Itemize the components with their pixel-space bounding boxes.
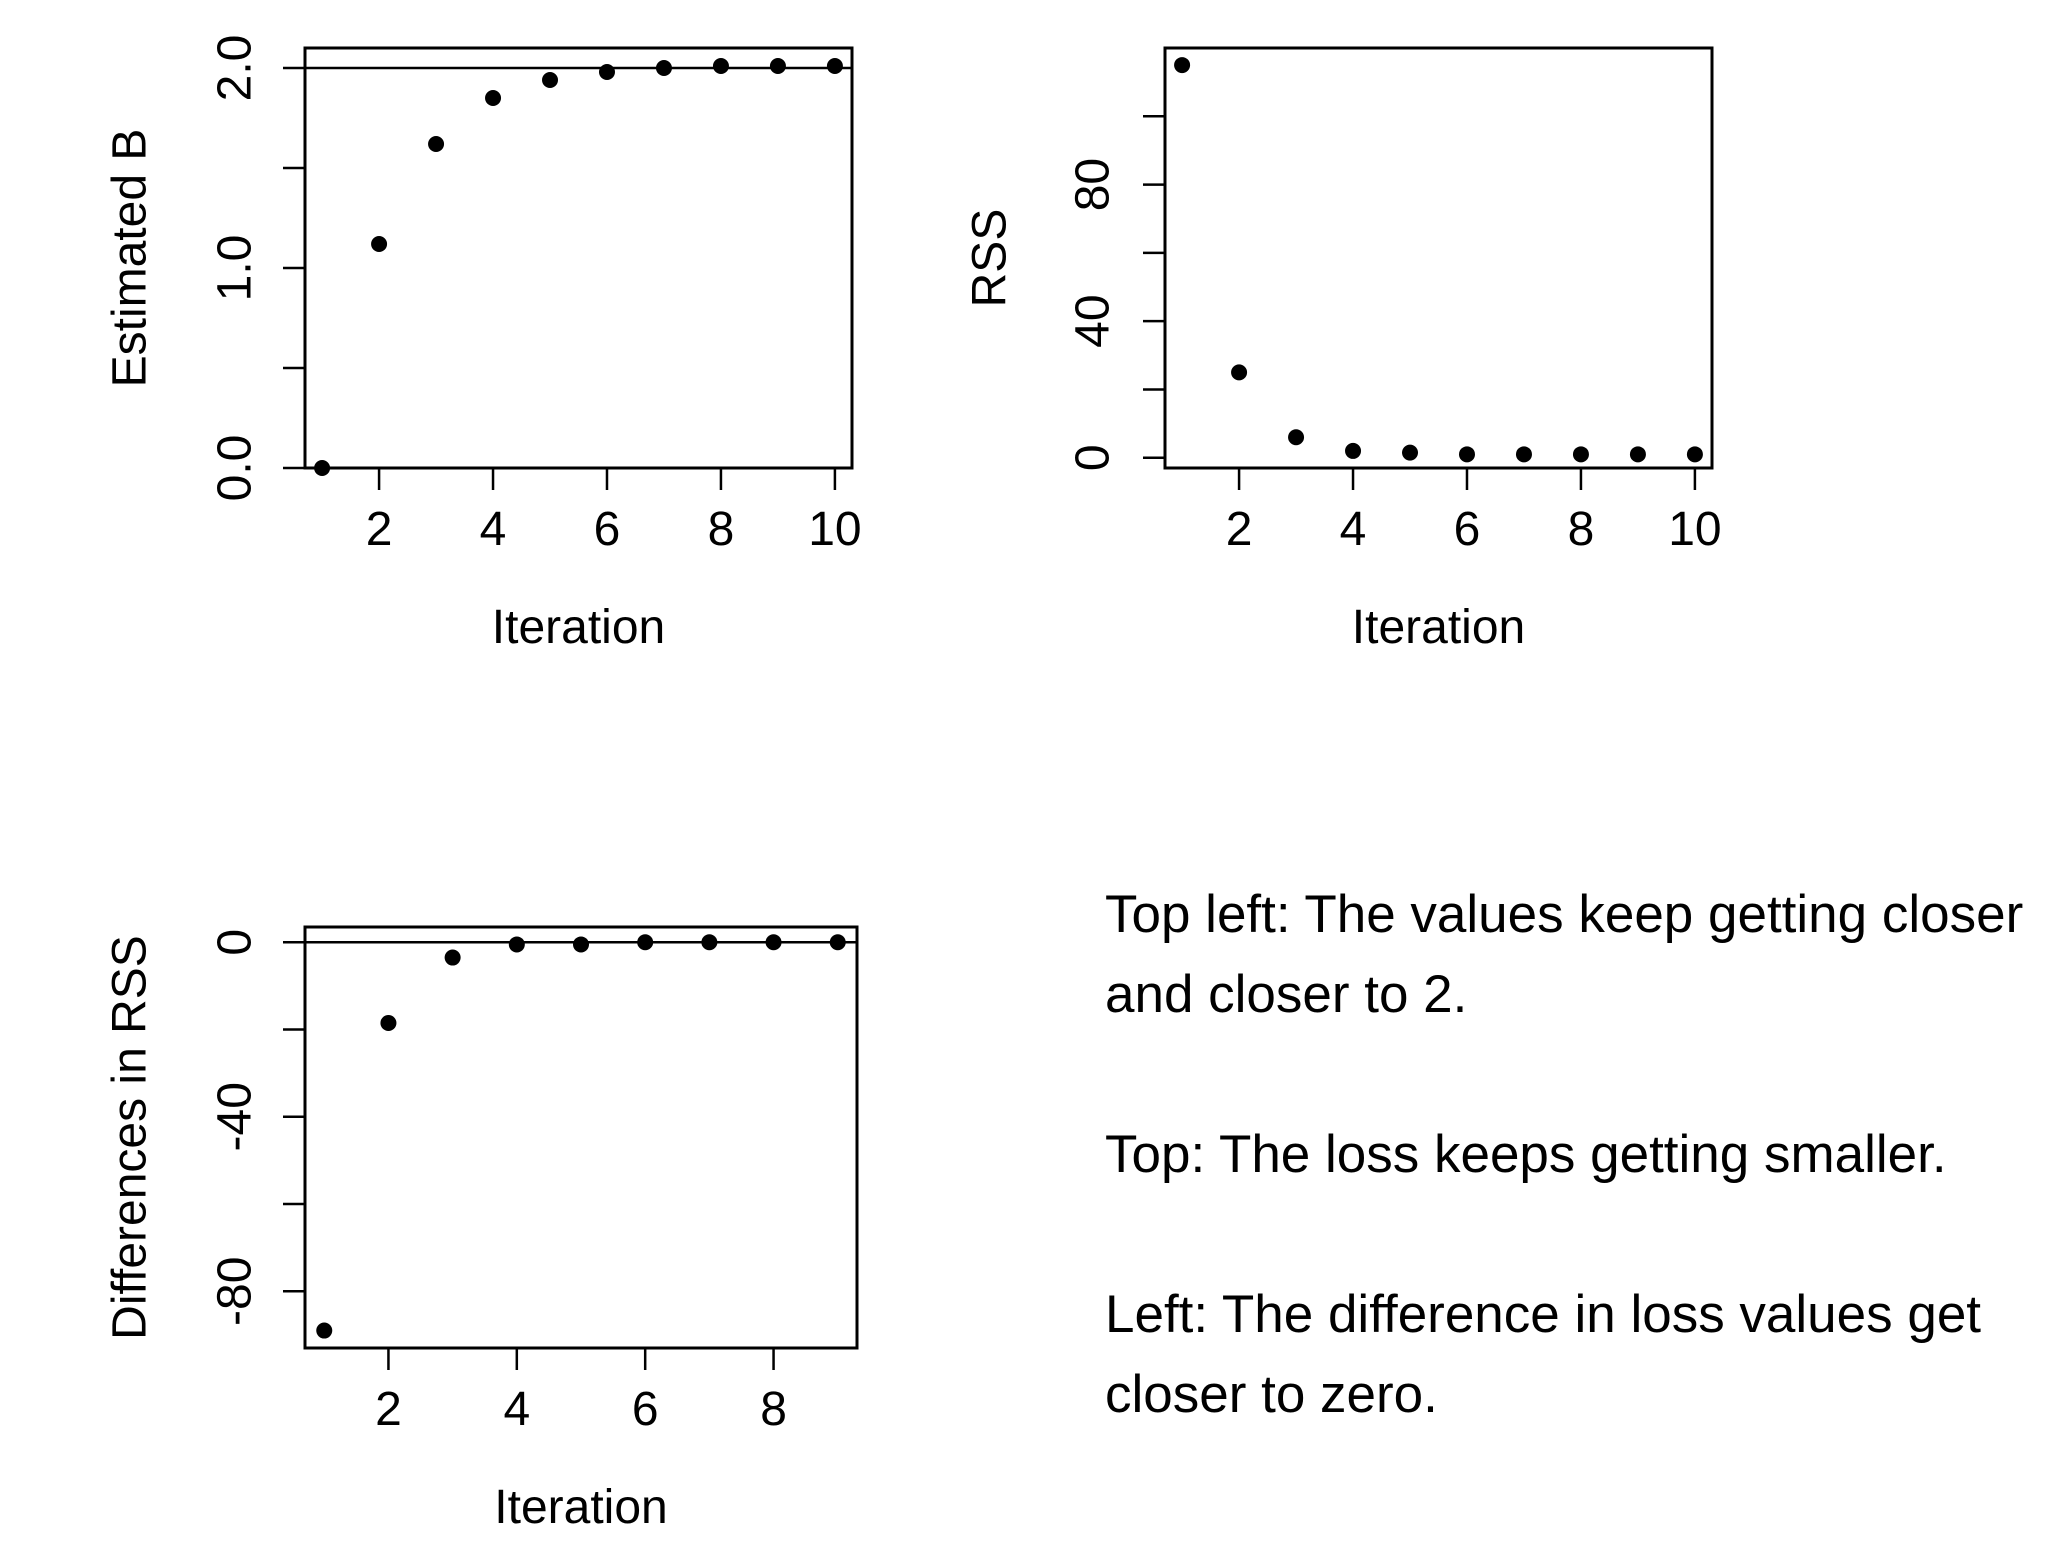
data-point [826,58,843,74]
chart-estimated-b: 2 4 6 8 10 0.0 1.0 2.0 Iteration Estimated B [104,35,862,654]
x-tick-label: 8 [708,503,735,556]
data-point [1572,446,1589,463]
data-point [1402,444,1419,461]
data-point [371,236,388,252]
note-top-left: Top left: The values keep getting closer… [1105,885,2024,1024]
x-axis-title: Iteration [492,601,665,654]
data-point [1231,364,1248,381]
data-point [1288,429,1305,446]
x-tick-label: 10 [808,503,861,556]
x-tick-label: 2 [366,503,393,556]
data-point [428,136,445,152]
x-tick-label: 2 [375,1383,402,1436]
data-point [485,90,502,106]
x-tick-label: 4 [503,1383,530,1436]
data-point [637,934,654,951]
y-tick-label: -80 [209,1257,262,1326]
y-tick-label: 80 [1067,158,1120,211]
y-tick-label: 0 [1067,444,1120,471]
data-point [712,58,729,74]
data-point [444,949,461,966]
y-tick-label: 40 [1067,294,1120,347]
data-point [316,1322,333,1339]
data-point [598,64,615,80]
notes-panel: Top left: The values keep getting closer… [1105,875,2065,1435]
data-point [1686,446,1703,463]
data-point [542,72,559,88]
y-tick-label: 1.0 [209,235,262,302]
chart-rss: 2 4 6 8 10 0 40 80 Iteration RSS [964,46,1722,654]
plot-frame [1163,46,1714,470]
note-left: Left: The difference in loss values get … [1105,1285,1982,1424]
data-point [1629,446,1646,463]
x-tick-label: 6 [1454,503,1481,556]
x-axis-title: Iteration [1352,601,1525,654]
data-point [829,934,846,951]
x-tick-label: 6 [632,1383,659,1436]
x-tick-label: 10 [1668,503,1721,556]
data-point [1345,442,1362,459]
plot-frame [303,925,859,1350]
data-point [573,936,589,953]
data-point [655,60,672,76]
data-point [701,934,718,951]
y-tick-label: 0.0 [209,435,262,502]
data-point [380,1014,397,1031]
data-point [314,460,331,476]
chart-rss-differences: 2 4 6 8 0 -40 -80 Iteration Differences in RSS [104,925,859,1534]
x-axis-title: Iteration [494,1481,667,1534]
data-point [1458,446,1475,463]
y-tick-label: -40 [209,1082,262,1151]
data-point [508,936,525,953]
x-tick-label: 2 [1226,503,1253,556]
y-axis-title: RSS [964,209,1017,308]
y-tick-label: 0 [209,929,262,956]
x-tick-label: 4 [1340,503,1367,556]
data-point [1174,57,1191,74]
y-axis-title: Differences in RSS [104,935,157,1340]
x-tick-label: 6 [594,503,621,556]
plot-frame [303,46,854,470]
data-point [1515,446,1532,463]
y-tick-label: 2.0 [209,35,262,102]
x-tick-label: 8 [1568,503,1595,556]
x-tick-label: 4 [480,503,507,556]
y-axis-title: Estimated B [104,129,157,388]
data-point [765,934,782,951]
data-point [769,58,786,74]
x-tick-label: 8 [760,1383,787,1436]
note-top: Top: The loss keeps getting smaller. [1105,1125,1947,1184]
